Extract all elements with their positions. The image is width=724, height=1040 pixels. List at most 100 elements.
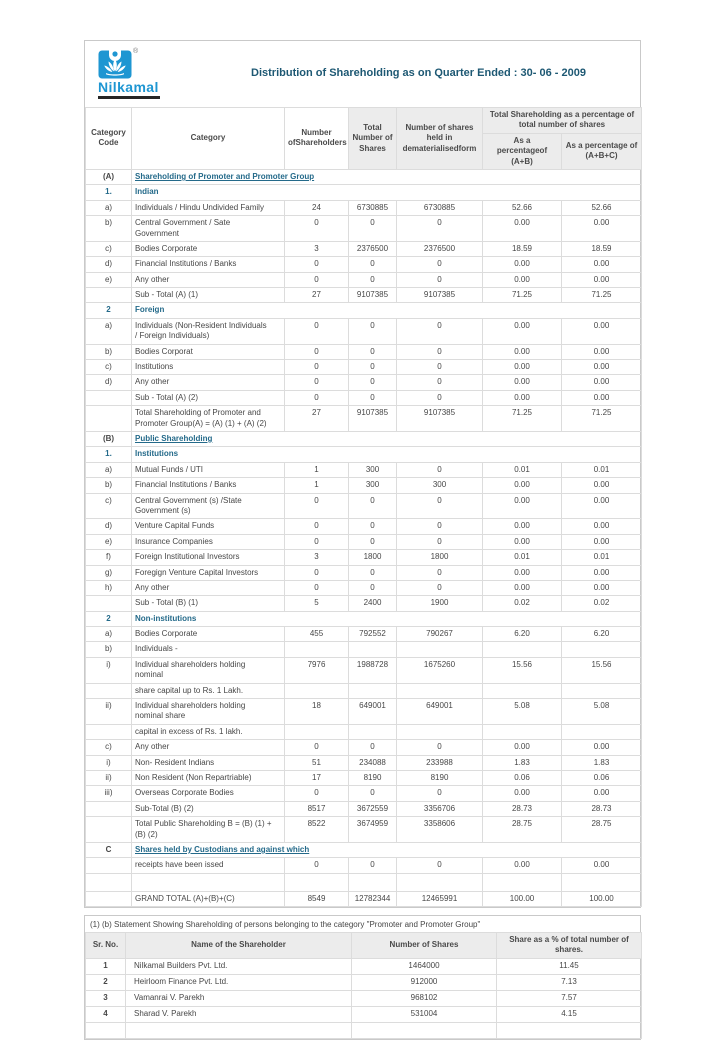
table-cell: 9107385 — [396, 405, 483, 432]
table-row: a) Mutual Funds / UTI 1 300 0 0.01 0.01 — [85, 461, 643, 479]
statement-caption: (1) (b) Statement Showing Shareholding o… — [90, 920, 481, 930]
table-cell: 0 — [284, 343, 349, 361]
table-cell: b) — [85, 477, 132, 494]
table-cell: 0.00 — [482, 215, 562, 242]
table-cell: Individual shareholders holding nominal — [131, 656, 285, 684]
report-title: Distribution of Shareholding as on Quart… — [251, 67, 586, 79]
table-cell — [284, 682, 349, 700]
table-cell: 24 — [284, 199, 349, 217]
table-cell: b) — [85, 641, 132, 658]
table-cell: 0 — [284, 579, 349, 597]
table-cell — [482, 682, 562, 700]
table-cell: 4.15 — [496, 1005, 642, 1023]
table-cell: e) — [85, 271, 132, 289]
table-cell: 912000 — [351, 973, 497, 991]
table-cell: h) — [85, 579, 132, 597]
table-cell: 1675260 — [396, 656, 483, 684]
table-cell: Nilkamal Builders Pvt. Ltd. — [125, 957, 352, 975]
table-cell: 0 — [396, 518, 483, 535]
table-cell: 0 — [348, 215, 397, 242]
table-row: h) Any other 0 0 0 0.00 0.00 — [85, 579, 643, 597]
table-cell: 0.00 — [560, 857, 643, 874]
table-cell: 18.59 — [560, 240, 643, 258]
main-table-body: (A) Shareholding of Promoter and Promoter… — [85, 168, 643, 908]
table-cell: 8517 — [284, 800, 349, 818]
table-cell — [348, 641, 397, 658]
table-cell: d) — [85, 256, 132, 273]
table-row: 2 Heirloom Finance Pvt. Ltd. 912000 7.13 — [85, 973, 642, 991]
table-row: b) Bodies Corporat 0 0 0 0.00 0.00 — [85, 343, 643, 361]
table-cell: 8522 — [284, 816, 349, 843]
table-cell: 51 — [284, 754, 349, 771]
table-cell: Sub - Total (A) (1) — [131, 287, 285, 304]
table-cell: Individuals (Non-Resident Individuals / … — [131, 317, 285, 345]
column-header-pct-ab: As a percentageof (A+B) — [482, 132, 562, 170]
table-cell — [348, 723, 397, 741]
table-cell: 7976 — [284, 656, 349, 684]
table-cell: 7.13 — [496, 973, 642, 991]
table-cell: 9107385 — [396, 287, 483, 304]
table-cell: 0.00 — [560, 564, 643, 581]
table-cell: 0 — [348, 343, 397, 361]
table-cell: 0 — [284, 857, 349, 874]
table-cell: Foreign — [130, 302, 643, 319]
statement-table-header: Sr. No. Name of the Shareholder Number o… — [85, 932, 642, 959]
table-cell: 1 — [85, 957, 126, 975]
table-cell: 1.83 — [482, 754, 562, 771]
table-cell: g) — [85, 564, 132, 581]
table-cell: 52.66 — [560, 199, 643, 217]
table-cell: 28.75 — [560, 816, 643, 843]
table-cell: 0 — [348, 359, 397, 376]
column-header-shareholders: Number ofShareholders — [284, 107, 349, 170]
table-cell: 6.20 — [560, 626, 643, 643]
table-row: Sub - Total (A) (2) 0 0 0 0.00 0.00 — [85, 389, 643, 407]
table-cell: 1800 — [348, 549, 397, 566]
table-cell: 1 — [284, 477, 349, 494]
table-cell: 5 — [284, 595, 349, 612]
table-row: ii) Non Resident (Non Repartriable) 17 8190… — [85, 769, 643, 787]
table-cell: Sharad V. Parekh — [125, 1005, 352, 1023]
table-cell: Foreign Institutional Investors — [131, 549, 285, 566]
table-cell: 5.08 — [560, 698, 643, 725]
table-cell: 3672559 — [348, 800, 397, 818]
table-cell: Total Public Shareholding B = (B) (1) + … — [131, 816, 285, 843]
table-row: i) Individual shareholders holding nomina… — [85, 656, 643, 684]
table-cell: 0.00 — [560, 271, 643, 289]
promoter-statement-box: (1) (b) Statement Showing Shareholding o… — [84, 915, 642, 1040]
table-row: 2 Foreign — [85, 302, 643, 319]
table-cell: (B) — [85, 430, 132, 448]
column-header-pct-abc: As a percentage of (A+B+C) — [560, 132, 643, 170]
table-cell: 8190 — [348, 769, 397, 787]
table-cell: 0.00 — [560, 492, 643, 520]
table-cell — [85, 857, 132, 874]
table-cell: b) — [85, 215, 132, 242]
table-cell — [560, 682, 643, 700]
table-cell: Financial Institutions / Banks — [131, 477, 285, 494]
table-row: 3 Vamanrai V. Parekh 968102 7.57 — [85, 989, 642, 1007]
column-header-demat-shares: Number of shares held in dematerialisedf… — [396, 107, 483, 170]
table-row: iii) Overseas Corporate Bodies 0 0 0 0.00 0.00 — [85, 785, 643, 802]
table-cell: Overseas Corporate Bodies — [131, 785, 285, 802]
table-cell: 455 — [284, 626, 349, 643]
table-cell: c) — [85, 492, 132, 520]
table-cell — [396, 723, 483, 741]
table-cell — [482, 723, 562, 741]
table-cell: 0 — [396, 461, 483, 479]
table-cell: Non-institutions — [130, 610, 643, 628]
table-cell: 6.20 — [482, 626, 562, 643]
table-cell: C — [85, 841, 132, 859]
table-cell: 0 — [284, 785, 349, 802]
table-row: Sub - Total (B) (1) 5 2400 1900 0.02 0.02 — [85, 595, 643, 612]
table-cell: 0 — [396, 374, 483, 391]
table-row: a) Individuals / Hindu Undivided Family 24… — [85, 199, 643, 217]
table-cell: 3 — [85, 989, 126, 1007]
table-cell: Shares held by Custodians and against wh… — [130, 841, 643, 859]
table-cell: 2 — [85, 302, 132, 319]
table-cell: share capital up to Rs. 1 Lakh. — [131, 682, 285, 700]
table-cell: 18.59 — [482, 240, 562, 258]
table-row: b) Individuals - — [85, 641, 643, 658]
table-cell: 0.00 — [560, 343, 643, 361]
table-cell: Any other — [131, 374, 285, 391]
table-cell: Non- Resident Indians — [131, 754, 285, 771]
table-cell — [131, 872, 285, 892]
